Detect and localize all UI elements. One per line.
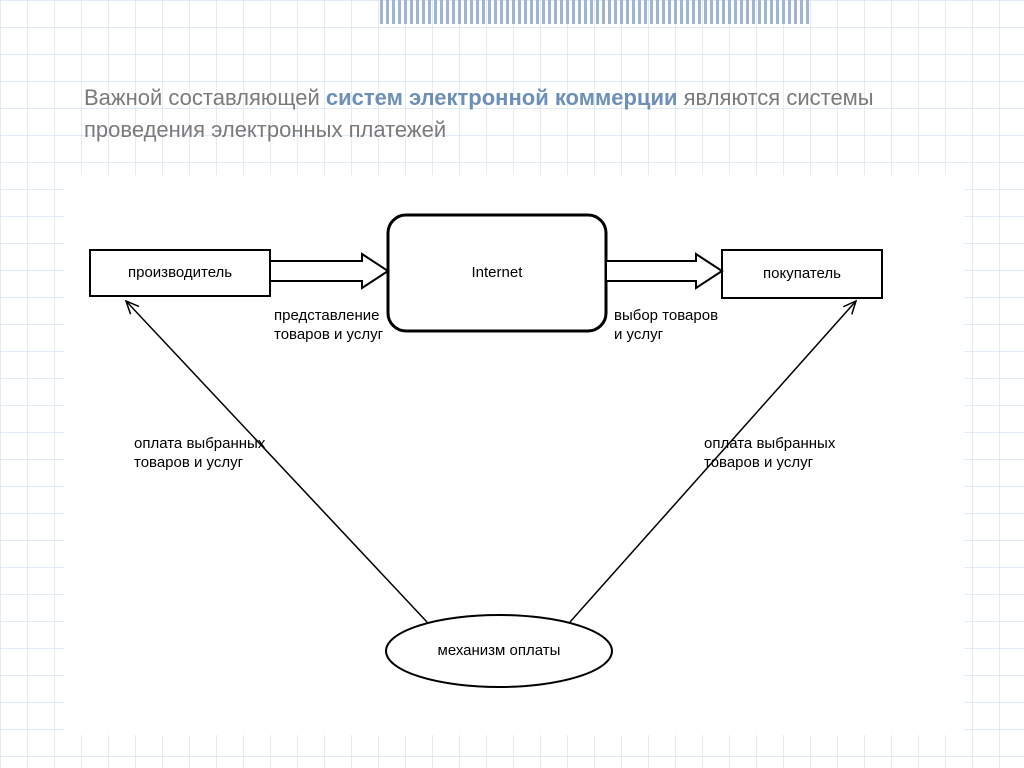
node-buyer (722, 250, 882, 298)
arrow-a_pay_buyer (570, 301, 856, 622)
page: Важной составляющей систем электронной к… (0, 0, 1024, 768)
node-payment (386, 615, 612, 687)
arrow-a_pay_prod (126, 301, 427, 622)
diagram-panel: производительInternetпокупательмеханизм … (64, 175, 964, 735)
arrow-a_prod_inet (270, 254, 388, 288)
slide-title: Важной составляющей систем электронной к… (84, 82, 964, 146)
title-text-1: Важной составляющей (84, 85, 326, 110)
node-producer (90, 250, 270, 296)
node-internet (388, 215, 606, 331)
diagram-svg (64, 175, 964, 735)
arrow-a_inet_buyer (606, 254, 722, 288)
top-stripe-decoration (380, 0, 820, 24)
title-emphasis: систем электронной коммерции (326, 85, 678, 110)
